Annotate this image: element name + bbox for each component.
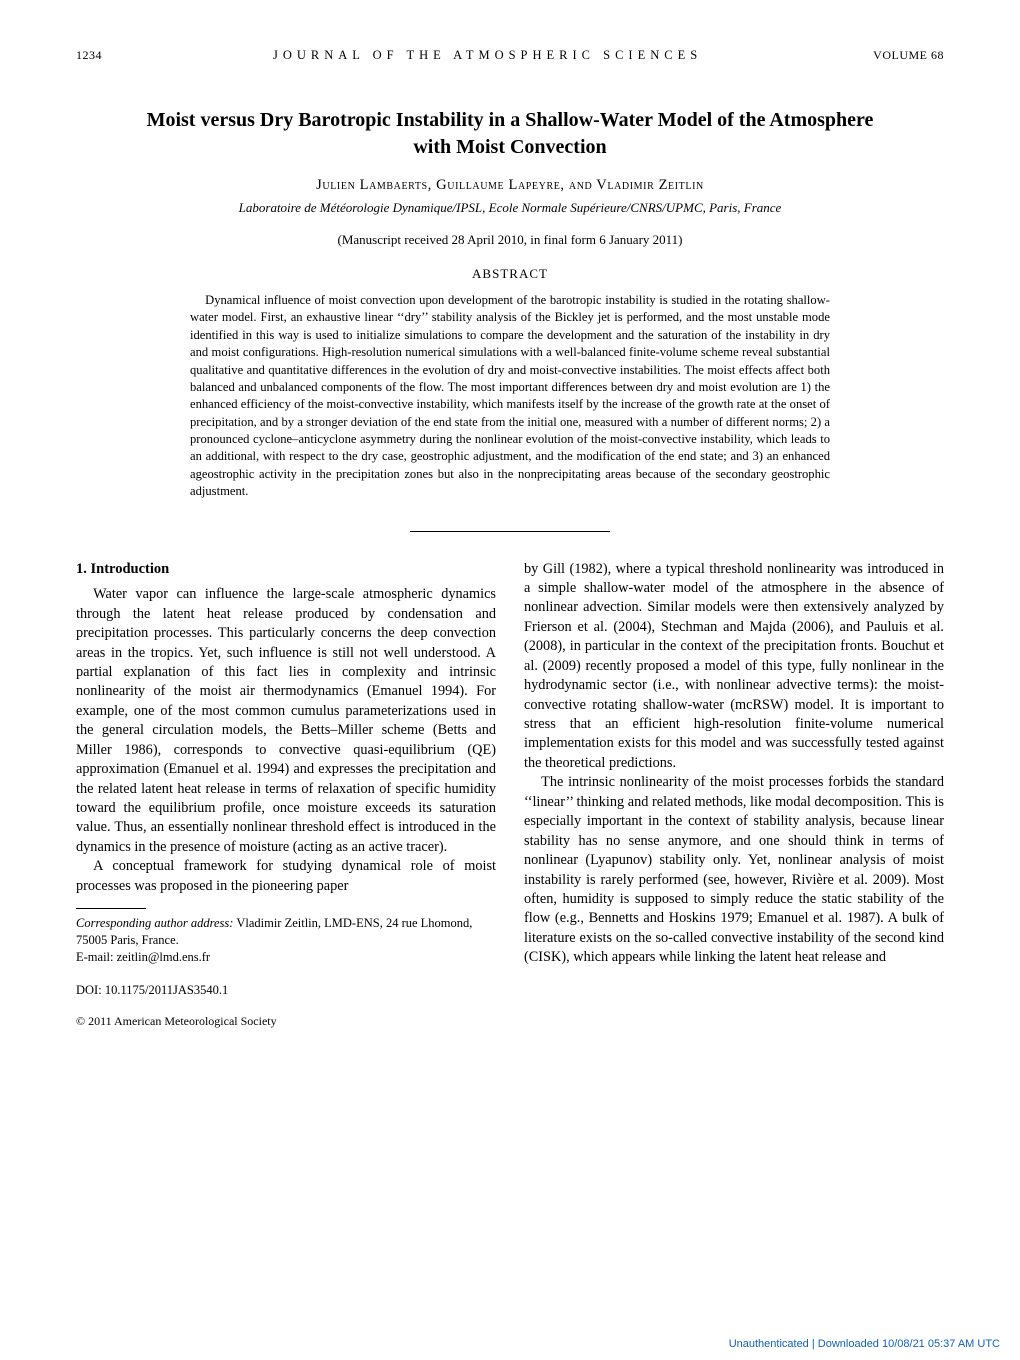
footnote-rule bbox=[76, 908, 146, 909]
affiliation: Laboratoire de Météorologie Dynamique/IP… bbox=[76, 200, 944, 216]
footnote-email: zeitlin@lmd.ens.fr bbox=[117, 950, 210, 964]
abstract-body: Dynamical influence of moist convection … bbox=[190, 292, 830, 501]
download-watermark: Unauthenticated | Downloaded 10/08/21 05… bbox=[729, 1338, 1000, 1350]
page: 1234 JOURNAL OF THE ATMOSPHERIC SCIENCES… bbox=[0, 0, 1020, 1360]
manuscript-dates: (Manuscript received 28 April 2010, in f… bbox=[76, 232, 944, 248]
body-paragraph: by Gill (1982), where a typical threshol… bbox=[524, 560, 944, 774]
column-right: by Gill (1982), where a typical threshol… bbox=[524, 560, 944, 1030]
article-title: Moist versus Dry Barotropic Instability … bbox=[110, 107, 910, 161]
abstract-heading: ABSTRACT bbox=[76, 266, 944, 282]
footnote-email-label: E-mail: bbox=[76, 950, 117, 964]
copyright: © 2011 American Meteorological Society bbox=[76, 1013, 496, 1029]
doi: DOI: 10.1175/2011JAS3540.1 bbox=[76, 982, 496, 999]
running-head: 1234 JOURNAL OF THE ATMOSPHERIC SCIENCES… bbox=[76, 48, 944, 63]
section-1-heading: 1. Introduction bbox=[76, 560, 496, 580]
footnote-label: Corresponding author address: bbox=[76, 916, 233, 930]
body-paragraph: The intrinsic nonlinearity of the moist … bbox=[524, 773, 944, 967]
title-line-1: Moist versus Dry Barotropic Instability … bbox=[147, 109, 874, 131]
journal-title: JOURNAL OF THE ATMOSPHERIC SCIENCES bbox=[273, 48, 702, 63]
authors: Julien Lambaerts, Guillaume Lapeyre, and… bbox=[76, 177, 944, 194]
body-columns: 1. Introduction Water vapor can influenc… bbox=[76, 560, 944, 1030]
volume: VOLUME 68 bbox=[873, 48, 944, 63]
page-number: 1234 bbox=[76, 48, 102, 63]
section-rule bbox=[410, 531, 610, 532]
corresponding-author-footnote: Corresponding author address: Vladimir Z… bbox=[76, 915, 496, 966]
title-line-2: with Moist Convection bbox=[413, 136, 606, 158]
body-paragraph: Water vapor can influence the large-scal… bbox=[76, 585, 496, 857]
body-paragraph: A conceptual framework for studying dyna… bbox=[76, 857, 496, 896]
column-left: 1. Introduction Water vapor can influenc… bbox=[76, 560, 496, 1030]
